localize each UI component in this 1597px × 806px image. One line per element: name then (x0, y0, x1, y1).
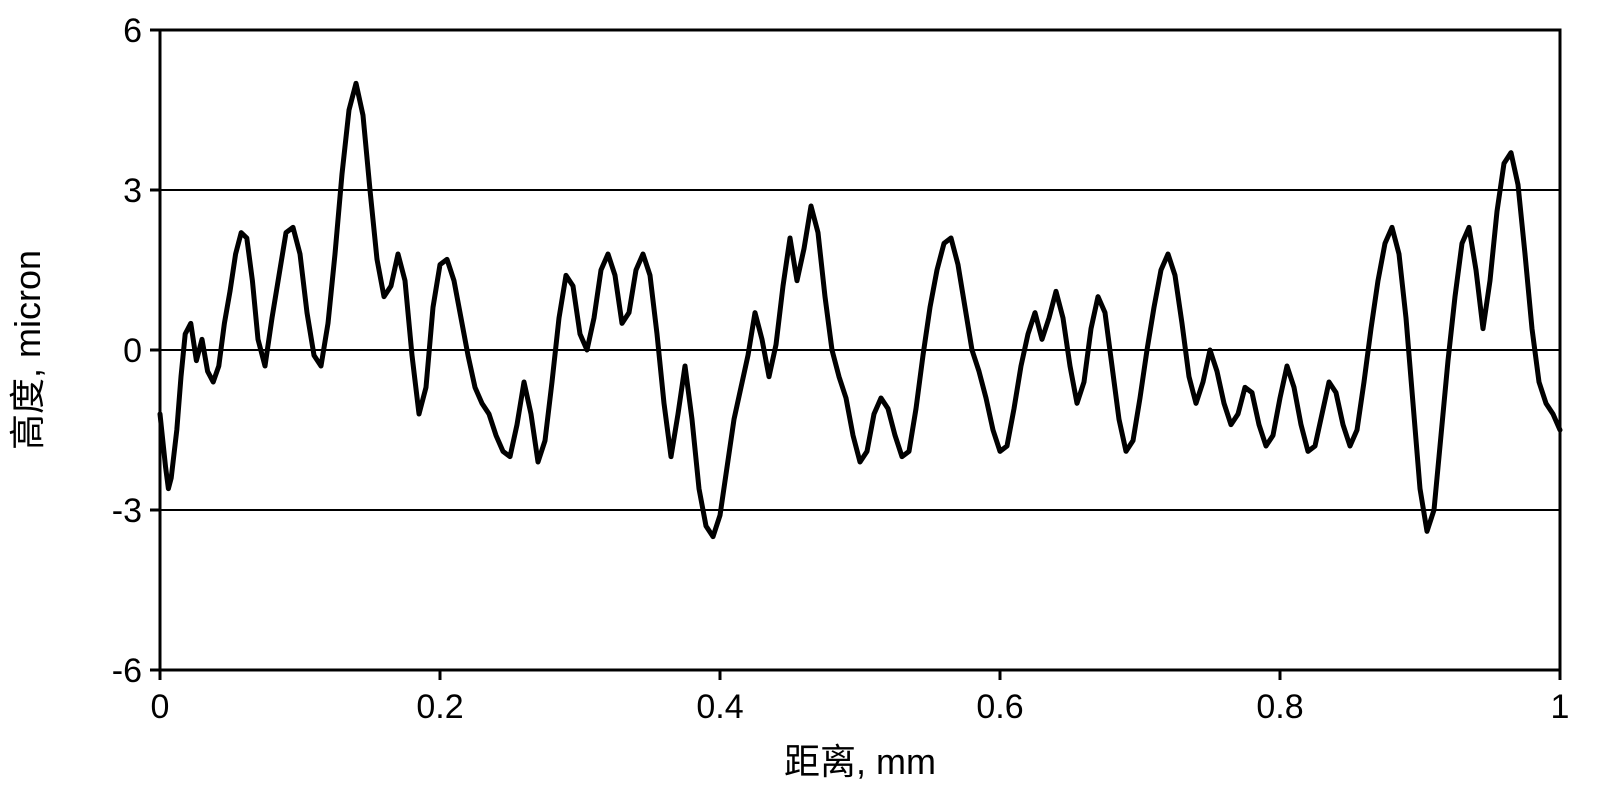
y-tick-label: 3 (123, 172, 142, 210)
y-axis-label: 高度, micron (7, 250, 48, 450)
x-tick-label: 0 (151, 688, 170, 726)
x-tick-label: 0.2 (416, 688, 463, 726)
x-tick-label: 0.8 (1256, 688, 1303, 726)
x-tick-label: 0.4 (696, 688, 743, 726)
y-tick-label: 6 (123, 12, 142, 50)
y-tick-label: -6 (112, 652, 142, 690)
surface-profile-chart: 0 0.2 0.4 0.6 0.8 1 -6 -3 0 3 6 距离, mm 高度, micron (0, 0, 1597, 806)
y-tick-label: -3 (112, 492, 142, 530)
y-tick-label: 0 (123, 332, 142, 370)
x-tick-label: 1 (1551, 688, 1570, 726)
x-tick-label: 0.6 (976, 688, 1023, 726)
chart-svg: 0 0.2 0.4 0.6 0.8 1 -6 -3 0 3 6 距离, mm 高度, micron (0, 0, 1597, 806)
x-axis-label: 距离, mm (784, 741, 936, 782)
